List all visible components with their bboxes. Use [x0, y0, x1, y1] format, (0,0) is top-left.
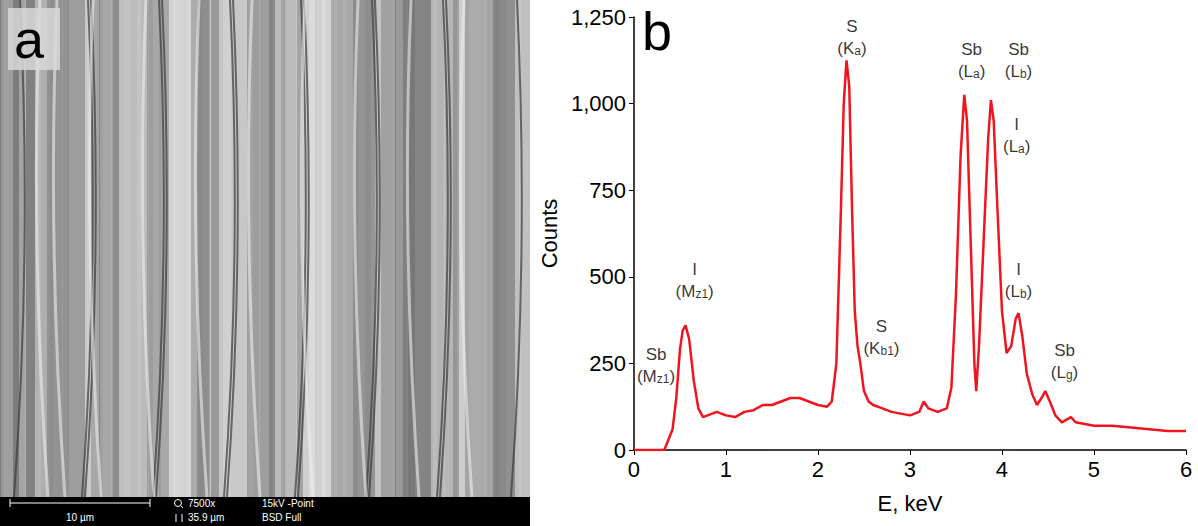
svg-text:): ) [980, 62, 986, 81]
svg-text:500: 500 [589, 264, 626, 289]
svg-text:S: S [846, 17, 857, 36]
svg-text:(M: (M [637, 367, 657, 386]
svg-text:z1: z1 [657, 372, 670, 386]
svg-text:3: 3 [904, 457, 916, 482]
svg-text:(K: (K [863, 339, 881, 358]
svg-text:b1: b1 [880, 344, 894, 358]
svg-text:): ) [669, 367, 675, 386]
svg-text:): ) [1027, 282, 1033, 301]
svg-text:(L: (L [958, 62, 973, 81]
svg-text:1: 1 [720, 457, 732, 482]
svg-text:g: g [1065, 367, 1073, 382]
svg-text:Sb: Sb [1008, 40, 1029, 59]
svg-text:S: S [876, 317, 887, 336]
svg-text:1,000: 1,000 [571, 91, 626, 116]
svg-text:Sb: Sb [1054, 341, 1075, 360]
svg-text:35.9 µm: 35.9 µm [188, 512, 224, 523]
svg-text:): ) [894, 339, 900, 358]
svg-text:b: b [1019, 67, 1027, 81]
svg-text:): ) [708, 282, 714, 301]
svg-text:b: b [642, 1, 672, 61]
svg-text:7500x: 7500x [188, 498, 215, 509]
svg-text:): ) [861, 39, 867, 58]
svg-text:a: a [1018, 141, 1025, 156]
svg-text:): ) [1025, 137, 1031, 156]
svg-text:a: a [854, 43, 861, 58]
svg-text:(L: (L [1005, 62, 1020, 81]
svg-text:10 µm: 10 µm [66, 512, 94, 523]
svg-text:(K: (K [837, 39, 855, 58]
svg-text:Counts: Counts [537, 199, 562, 269]
svg-text:Sb: Sb [646, 345, 667, 364]
svg-text:(L: (L [1005, 282, 1020, 301]
svg-text:0: 0 [614, 438, 626, 463]
svg-text:2: 2 [812, 457, 824, 482]
svg-text:Sb: Sb [961, 40, 982, 59]
svg-text:I: I [692, 260, 697, 279]
svg-text:): ) [1027, 62, 1033, 81]
svg-text:1,250: 1,250 [571, 5, 626, 30]
svg-text:(M: (M [676, 282, 696, 301]
svg-text:b: b [1019, 287, 1027, 301]
svg-text:(L: (L [1051, 363, 1066, 382]
svg-text:z1: z1 [695, 287, 708, 301]
svg-text:750: 750 [589, 178, 626, 203]
svg-text:a: a [973, 67, 980, 81]
svg-text:I: I [1014, 115, 1019, 134]
svg-text:4: 4 [996, 457, 1008, 482]
svg-text:I: I [1016, 260, 1021, 279]
svg-text:E, keV: E, keV [878, 491, 943, 516]
svg-text:0: 0 [628, 457, 640, 482]
svg-text:250: 250 [589, 351, 626, 376]
svg-text:): ) [1073, 363, 1079, 382]
svg-text:(L: (L [1003, 137, 1018, 156]
svg-text:BSD Full: BSD Full [262, 512, 301, 523]
svg-text:5: 5 [1088, 457, 1100, 482]
svg-text:6: 6 [1180, 457, 1192, 482]
svg-text:a: a [14, 9, 45, 69]
svg-text:15kV -Point: 15kV -Point [262, 498, 314, 509]
